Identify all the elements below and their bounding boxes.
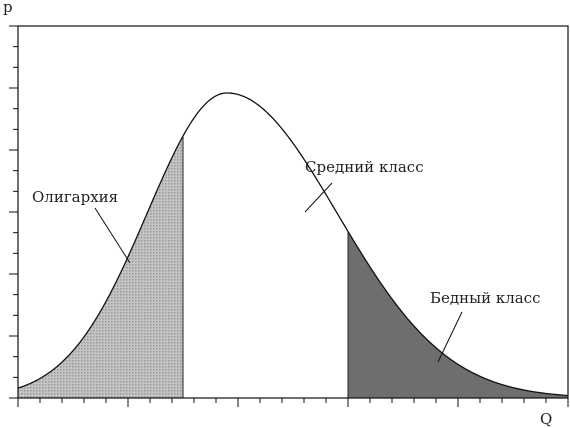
region-2 [348,231,568,398]
y-axis-label: p [3,0,13,16]
region-label-0: Олигархия [32,188,118,206]
curve-layer [17,92,569,398]
region-leader-2 [437,311,463,363]
region-1 [183,92,348,399]
ticks [9,25,569,407]
region-label-1: Средний класс [305,158,424,176]
annotations: Олигархия Средний класс Бедный класс [32,158,541,363]
chart-regions [18,92,568,399]
region-leader-0 [94,207,131,264]
region-0 [18,136,183,398]
x-axis-label: Q [540,410,552,428]
distribution-curve [17,92,569,397]
region-label-2: Бедный класс [430,289,541,307]
region-leader-1 [304,182,333,213]
